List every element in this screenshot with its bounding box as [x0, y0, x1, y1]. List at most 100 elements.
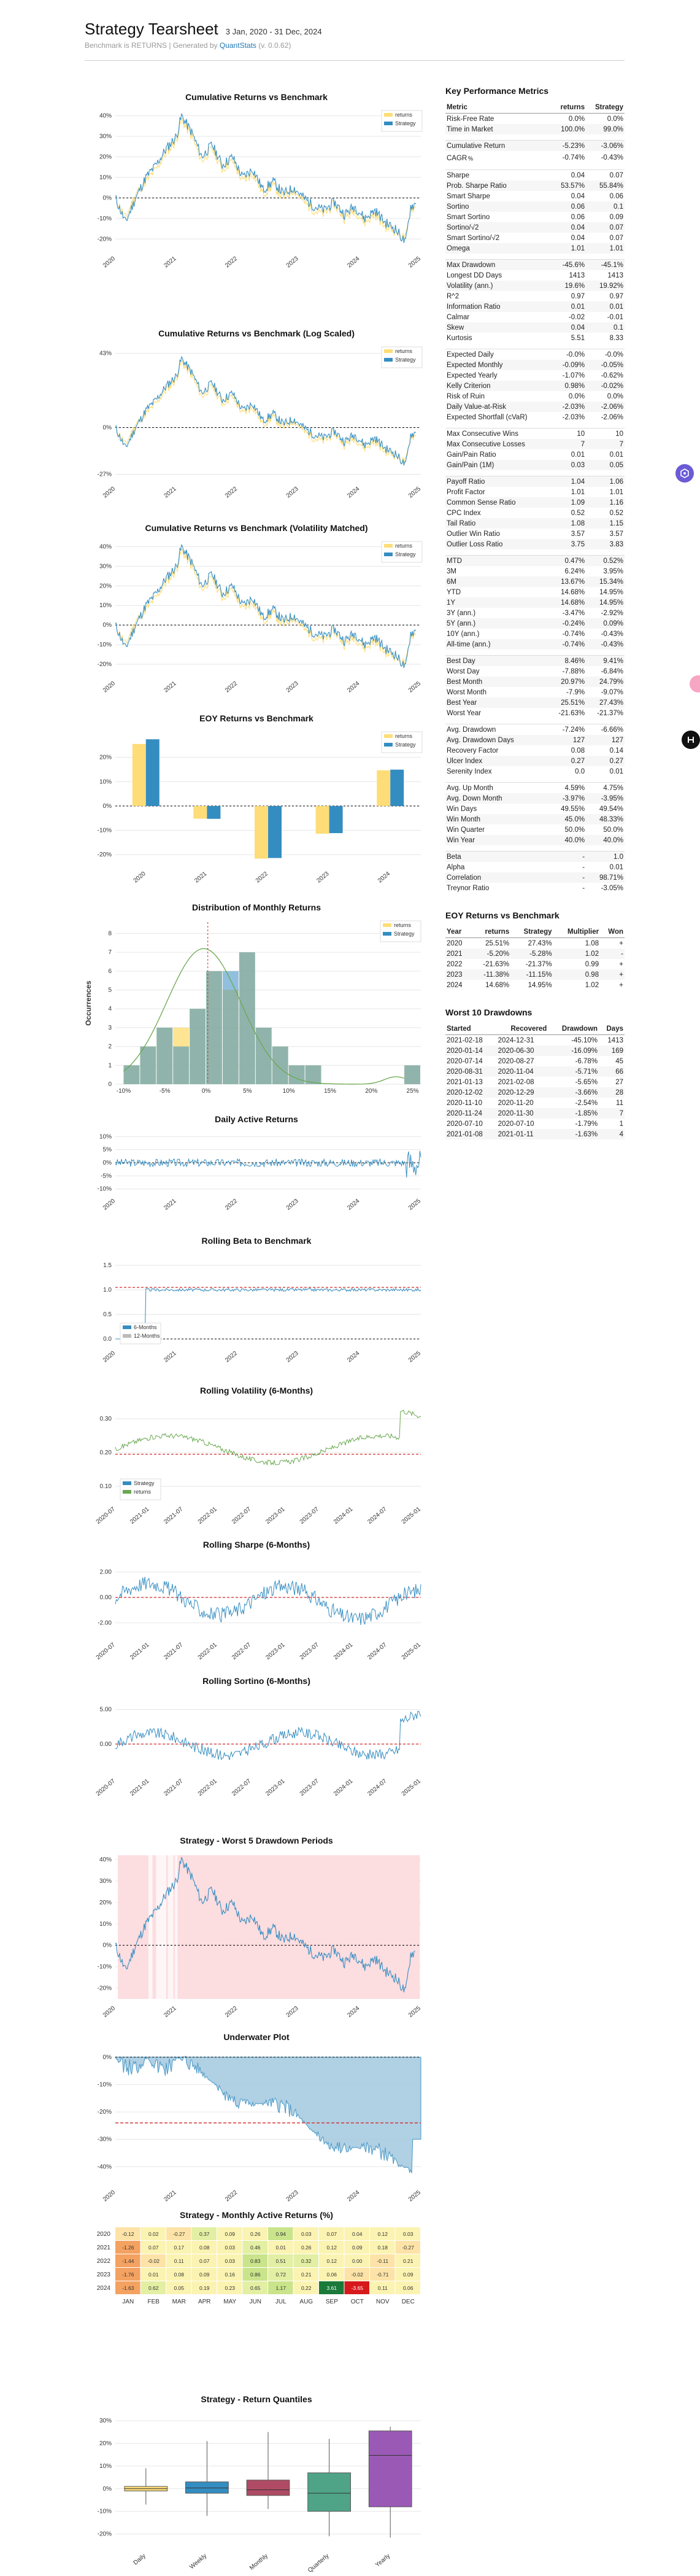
legend-label: Strategy — [134, 1480, 155, 1486]
chart-title: EOY Returns vs Benchmark — [199, 713, 313, 723]
heatmap-cell — [293, 2268, 318, 2281]
eoy-cell: 2021 — [445, 949, 471, 959]
cell-value: 0.09 — [225, 2231, 235, 2237]
x-tick-label: 2023 — [285, 680, 300, 694]
legend-swatch — [384, 358, 393, 362]
column-label: JUL — [275, 2299, 287, 2305]
box-quarterly — [307, 2472, 351, 2512]
floating-pink-icon[interactable] — [690, 675, 700, 692]
group-separator — [445, 549, 625, 556]
metric-name: 5Y (ann.) — [445, 618, 550, 629]
metric-value: 49.54% — [599, 805, 623, 813]
x-tick-label: 25% — [407, 1088, 419, 1095]
metric-name: Kelly Criterion — [445, 381, 550, 391]
y-tick-label: -20% — [98, 852, 112, 858]
heatmap-cell — [395, 2241, 420, 2254]
metric-row: Smart Sortino 0.06 0.09 — [445, 212, 625, 222]
column-header: Days — [599, 1023, 625, 1035]
metric-row: Smart Sharpe 0.04 0.06 — [445, 191, 625, 201]
metric-row: Max Consecutive Losses 7 7 — [445, 439, 625, 449]
metric-row: Cumulative Return -5.23% -3.06% — [445, 140, 625, 151]
x-tick-label: 0% — [202, 1088, 211, 1095]
metric-name: Tail Ratio — [445, 518, 550, 529]
metric-row: Daily Value-at-Risk -2.03% -2.06% — [445, 402, 625, 412]
metric-name: Sortino — [445, 201, 550, 212]
metric-value: -1.07% — [562, 371, 585, 379]
y-tick-label: 7 — [108, 949, 112, 956]
x-tick-label: 2020 — [102, 486, 117, 500]
metric-row: Max Drawdown -45.6% -45.1% — [445, 259, 625, 270]
cell-value: 0.01 — [148, 2271, 159, 2278]
report-title: Strategy Tearsheet — [85, 20, 218, 38]
metric-value: 3.83 — [586, 539, 625, 549]
metric-row: Gain/Pain (1M) 0.03 0.05 — [445, 460, 625, 470]
drawdown-row: 2020-11-10 2020-11-20 -2.54% 11 — [445, 1098, 625, 1108]
heatmap-cell — [370, 2281, 395, 2294]
group-separator — [445, 718, 625, 724]
metric-row: Win Month 45.0% 48.33% — [445, 814, 625, 824]
rolling-sharpe-chart: Rolling Sharpe (6-Months) 2.00 0.00 -2.00 20… — [85, 1540, 428, 1660]
x-tick-label: 2025-01 — [401, 1778, 423, 1796]
x-tick-label: 2025 — [407, 680, 422, 694]
y-tick-label: 5 — [108, 987, 112, 994]
chart-svg: 10% 5% 0% -5% -10% 2020 2021 2022 2023 2024 2025 — [98, 1133, 423, 1211]
x-tick-label: Weekly — [188, 2553, 208, 2570]
series-line — [115, 1710, 421, 1761]
chart-svg: 43% 0% -27% 2020 2021 2022 2023 2024 2025 returns… — [98, 346, 423, 500]
legend-swatch — [123, 1325, 131, 1329]
hist-bar-strategy — [140, 1046, 156, 1084]
metric-value: 45.0% — [550, 814, 587, 824]
heatmap-cell — [344, 2268, 369, 2281]
metric-value: 0.04 — [550, 222, 587, 233]
heatmap-cell — [217, 2241, 242, 2254]
heatmap-cell — [217, 2227, 242, 2240]
x-tick-label: 2020 — [133, 871, 147, 885]
metric-value: -3.47% — [562, 609, 585, 617]
metric-value: 0.1 — [586, 201, 625, 212]
x-tick-label: 2025 — [407, 2189, 422, 2203]
metric-value: 24.79% — [586, 677, 625, 687]
drawdown-cell: -2.54% — [575, 1099, 598, 1107]
y-tick-label: 1.0 — [103, 1287, 112, 1294]
legend: returns Strategy — [381, 731, 423, 753]
y-tick-label: 0.0 — [103, 1336, 112, 1343]
y-tick-label: 0.10 — [100, 1483, 112, 1490]
metric-name: Max Consecutive Losses — [445, 439, 550, 449]
floating-dark-icon[interactable] — [682, 731, 700, 749]
worst5-chart: Strategy - Worst 5 Drawdown Periods 40% 30… — [85, 1836, 428, 2023]
x-tick-label: 2022 — [224, 680, 239, 694]
metric-value: - — [550, 851, 587, 862]
drawdown-cell: 2021-01-13 — [447, 1078, 483, 1086]
cell-value: 0.03 — [403, 2231, 413, 2237]
cell-value: 0.19 — [199, 2285, 210, 2291]
cell-value: 0.16 — [225, 2271, 235, 2278]
y-tick-label: 1.5 — [103, 1262, 112, 1269]
metric-value: 19.6% — [550, 281, 587, 291]
bar-strategy-2024 — [390, 769, 404, 806]
x-tick-label: 2022-07 — [231, 1642, 253, 1660]
x-tick-label: 2025 — [407, 486, 422, 500]
column-label: APR — [198, 2299, 211, 2305]
metric-row: Tail Ratio 1.08 1.15 — [445, 518, 625, 529]
drawdown-cell: 2024-12-31 — [498, 1036, 534, 1044]
heatmap-cell — [370, 2268, 395, 2281]
metric-value: -0.24% — [550, 618, 587, 629]
kpi-title: Key Performance Metrics — [445, 86, 549, 96]
heatmap-cell — [140, 2241, 166, 2254]
metric-name: CPC Index — [447, 509, 481, 517]
x-tick-label: 2024 — [346, 486, 361, 500]
hist-bar-strategy — [239, 952, 255, 1084]
legend: returns Strategy — [381, 110, 423, 132]
cumret-chart: Cumulative Returns vs Benchmark 40% 30% 20%… — [85, 92, 428, 274]
y-tick-label: -5% — [101, 1173, 112, 1179]
metric-value: 100.0% — [550, 124, 587, 134]
brand-link[interactable]: QuantStats — [219, 41, 256, 50]
metric-value: 0.04 — [571, 171, 585, 179]
drawdown-cell: -1.79% — [575, 1120, 598, 1128]
metric-value: -0.01 — [607, 313, 623, 321]
series-line-returns — [115, 359, 417, 464]
floating-extension-icon[interactable] — [675, 464, 694, 483]
chart-title: Distribution of Monthly Returns — [192, 902, 321, 912]
metric-value: 14.95% — [586, 597, 625, 608]
cell-value: 0.37 — [199, 2231, 210, 2237]
